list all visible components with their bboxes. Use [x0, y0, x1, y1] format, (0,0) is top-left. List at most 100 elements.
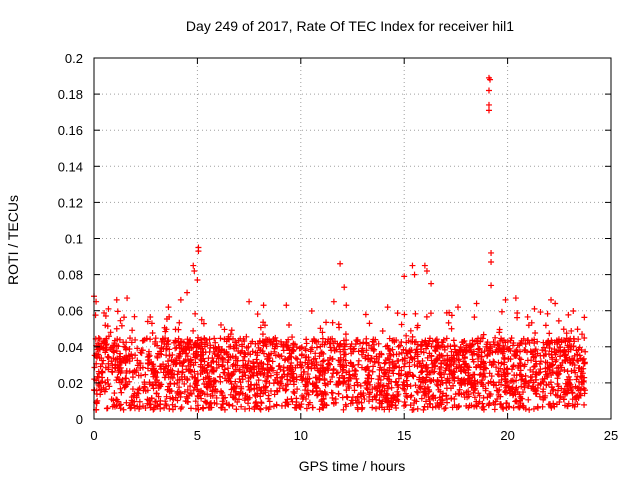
data-point — [565, 311, 572, 318]
data-point — [418, 395, 425, 402]
data-point — [488, 258, 495, 265]
data-point — [250, 358, 257, 365]
data-point — [176, 353, 183, 360]
data-point — [176, 342, 183, 349]
data-point — [512, 398, 519, 405]
data-point — [255, 364, 262, 371]
data-point — [132, 352, 139, 359]
data-point — [127, 335, 134, 342]
data-point — [508, 366, 515, 373]
data-point — [428, 343, 435, 350]
data-point — [151, 369, 158, 376]
data-point — [231, 345, 238, 352]
x-tick-label: 25 — [604, 428, 618, 443]
data-point — [371, 393, 378, 400]
data-point — [258, 400, 265, 407]
data-point — [213, 359, 220, 366]
data-point — [544, 364, 551, 371]
data-points — [91, 74, 589, 413]
data-point — [529, 337, 536, 344]
data-point — [177, 390, 184, 397]
data-point — [231, 368, 238, 375]
data-point — [363, 365, 370, 372]
data-point — [476, 371, 483, 378]
data-point — [487, 348, 494, 355]
data-point — [291, 341, 298, 348]
data-point — [260, 350, 267, 357]
data-point — [136, 385, 143, 392]
axis-ticks: 0 0.02 0.04 0.06 0.08 0.1 0.12 0.14 0.16 0.18 0.2 0… — [58, 51, 619, 443]
data-point — [467, 343, 474, 350]
data-point — [129, 327, 136, 334]
data-point — [420, 406, 427, 413]
data-point — [537, 358, 544, 365]
data-point — [195, 344, 202, 351]
data-point — [418, 348, 425, 355]
data-point — [416, 374, 423, 381]
data-point — [157, 397, 164, 404]
data-point — [488, 249, 495, 256]
data-point — [565, 348, 572, 355]
data-point — [268, 364, 275, 371]
data-point — [407, 327, 414, 334]
data-point — [165, 341, 172, 348]
data-point — [114, 308, 121, 315]
data-point — [363, 384, 370, 391]
data-point — [319, 335, 326, 342]
data-point — [253, 402, 260, 409]
data-point — [402, 401, 409, 408]
data-point — [400, 379, 407, 386]
data-point — [253, 356, 260, 363]
data-point — [457, 364, 464, 371]
data-point — [281, 371, 288, 378]
data-point — [423, 267, 430, 274]
data-point — [294, 386, 301, 393]
data-point — [99, 378, 106, 385]
data-point — [521, 384, 528, 391]
data-point — [340, 351, 347, 358]
data-point — [508, 335, 515, 342]
data-point — [240, 369, 247, 376]
data-point — [519, 373, 526, 380]
data-point — [217, 374, 224, 381]
data-point — [223, 338, 230, 345]
data-point — [372, 336, 379, 343]
data-point — [224, 373, 231, 380]
data-point — [205, 380, 212, 387]
data-point — [565, 373, 572, 380]
data-point — [554, 375, 561, 382]
data-point — [286, 350, 293, 357]
data-point — [313, 338, 320, 345]
data-point — [264, 355, 271, 362]
data-point — [320, 396, 327, 403]
data-point — [282, 382, 289, 389]
data-point — [191, 384, 198, 391]
data-point — [113, 348, 120, 355]
data-point — [412, 382, 419, 389]
data-point — [502, 375, 509, 382]
data-point — [377, 376, 384, 383]
data-point — [384, 342, 391, 349]
data-point — [274, 388, 281, 395]
data-point — [148, 395, 155, 402]
data-point — [184, 340, 191, 347]
data-point — [497, 393, 504, 400]
data-point — [361, 380, 368, 387]
data-point — [358, 399, 365, 406]
data-point — [162, 328, 169, 335]
data-point — [340, 337, 347, 344]
data-point — [290, 388, 297, 395]
data-point — [160, 336, 167, 343]
data-point — [432, 403, 439, 410]
data-point — [565, 379, 572, 386]
data-point — [98, 355, 105, 362]
data-point — [156, 350, 163, 357]
data-point — [568, 327, 575, 334]
data-point — [111, 390, 118, 397]
data-point — [479, 377, 486, 384]
data-point — [549, 369, 556, 376]
data-point — [201, 341, 208, 348]
data-point — [121, 343, 128, 350]
data-point — [357, 391, 364, 398]
data-point — [475, 345, 482, 352]
